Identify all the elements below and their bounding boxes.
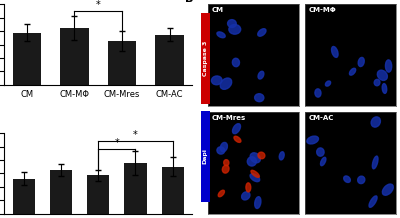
Text: *: *	[114, 138, 119, 148]
Ellipse shape	[217, 32, 225, 38]
Ellipse shape	[344, 176, 350, 182]
Text: Dapi: Dapi	[203, 148, 208, 164]
Text: CM-MΦ: CM-MΦ	[309, 7, 337, 14]
Ellipse shape	[371, 117, 380, 127]
Ellipse shape	[315, 89, 321, 97]
Ellipse shape	[369, 196, 377, 207]
Ellipse shape	[382, 184, 393, 195]
Ellipse shape	[220, 142, 228, 152]
Ellipse shape	[350, 68, 356, 75]
Bar	[50, 170, 72, 214]
Ellipse shape	[232, 58, 240, 67]
Ellipse shape	[258, 29, 266, 36]
Text: CM: CM	[212, 7, 224, 14]
Bar	[155, 34, 184, 85]
Ellipse shape	[258, 152, 265, 159]
Ellipse shape	[228, 20, 236, 27]
Text: Caspase 3: Caspase 3	[203, 41, 208, 76]
Ellipse shape	[224, 160, 229, 166]
Ellipse shape	[258, 71, 264, 79]
Ellipse shape	[229, 24, 241, 34]
Ellipse shape	[217, 147, 225, 154]
Ellipse shape	[307, 136, 318, 144]
Ellipse shape	[212, 76, 222, 85]
Bar	[87, 175, 110, 214]
Ellipse shape	[332, 46, 338, 57]
Text: B: B	[185, 0, 193, 4]
Bar	[12, 32, 41, 85]
Ellipse shape	[372, 156, 378, 169]
Bar	[108, 41, 136, 85]
Text: CM-Mres: CM-Mres	[212, 115, 246, 121]
Ellipse shape	[251, 170, 259, 177]
Bar	[162, 167, 184, 214]
Ellipse shape	[242, 192, 250, 200]
Bar	[12, 179, 35, 214]
Ellipse shape	[255, 94, 264, 102]
Ellipse shape	[320, 157, 326, 166]
Ellipse shape	[279, 152, 284, 160]
Ellipse shape	[222, 165, 229, 173]
Bar	[60, 28, 89, 85]
Text: *: *	[96, 0, 101, 10]
Ellipse shape	[246, 183, 251, 192]
Ellipse shape	[386, 60, 392, 72]
Text: CM-AC: CM-AC	[309, 115, 334, 121]
Ellipse shape	[247, 157, 256, 166]
Ellipse shape	[377, 70, 387, 80]
Ellipse shape	[218, 190, 224, 197]
Ellipse shape	[374, 79, 380, 86]
Ellipse shape	[255, 197, 261, 208]
Text: *: *	[133, 130, 138, 140]
Ellipse shape	[382, 83, 387, 93]
Ellipse shape	[325, 81, 331, 86]
Ellipse shape	[220, 78, 232, 89]
Ellipse shape	[358, 57, 364, 66]
Ellipse shape	[234, 136, 241, 142]
Ellipse shape	[358, 176, 365, 184]
Ellipse shape	[250, 174, 260, 182]
Ellipse shape	[232, 124, 240, 134]
Bar	[124, 163, 147, 214]
Ellipse shape	[317, 148, 324, 156]
Ellipse shape	[250, 153, 260, 163]
